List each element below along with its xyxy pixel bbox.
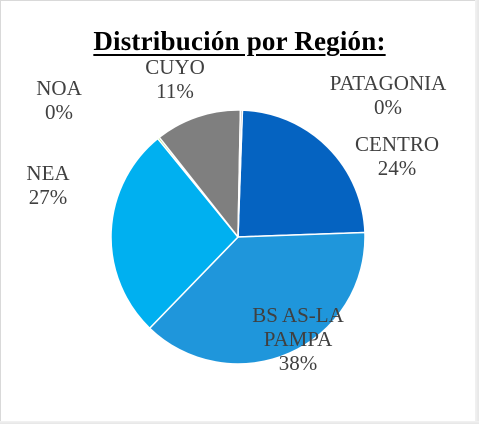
data-label-value-patagonia: 0% — [374, 95, 402, 119]
data-label-category-nea: NEA — [26, 161, 70, 185]
frame-shadow-bottom — [0, 421, 479, 424]
pie-labels: CENTRO 24%BS AS-LA PAMPA 38%NEA 27%NOA 0%CUYO… — [26, 55, 447, 375]
pie-slice-centro — [237, 109, 366, 238]
pie-slice-bs-as-la-pampa — [148, 231, 366, 365]
chart-title: Distribución por Región: — [93, 26, 386, 56]
frame-shadow-right — [475, 0, 479, 424]
data-label-cuyo: CUYO 11% — [145, 55, 205, 103]
pie-slice-nea — [110, 137, 239, 329]
data-label-category-patagonia: PATAGONIA — [330, 71, 447, 95]
data-label-value-nea: 27% — [29, 185, 68, 209]
pie-slices — [110, 109, 366, 365]
data-label-category-cuyo: CUYO — [145, 55, 205, 79]
data-label-value-bs-as-la-pampa: 38% — [279, 351, 318, 375]
data-label-category-bs-as-la-pampa: BS AS-LA — [252, 303, 344, 327]
pie-slice-cuyo — [158, 109, 242, 238]
data-label-bs-as-la-pampa: BS AS-LA PAMPA 38% — [252, 303, 344, 375]
data-label-value-cuyo: 11% — [156, 79, 194, 103]
data-label-noa: NOA 0% — [36, 76, 82, 124]
data-label-category-centro: CENTRO — [355, 132, 439, 156]
data-label-category-noa: NOA — [36, 76, 82, 100]
data-label-nea: NEA 27% — [26, 161, 70, 209]
pie-slice-patagonia — [237, 109, 244, 238]
data-label-centro: CENTRO 24% — [355, 132, 439, 180]
data-label-value-centro: 24% — [378, 156, 417, 180]
data-label-value-noa: 0% — [45, 100, 73, 124]
data-label-category-bs-as-la-pampa: PAMPA — [264, 327, 333, 351]
data-label-patagonia: PATAGONIA 0% — [330, 71, 447, 119]
